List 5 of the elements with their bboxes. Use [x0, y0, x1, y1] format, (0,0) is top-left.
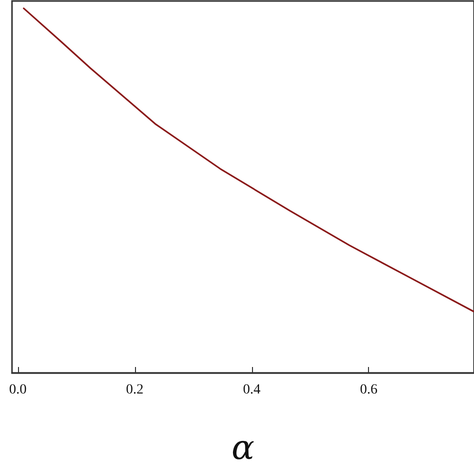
x-tick-label: 0.2 — [126, 382, 144, 398]
x-axis-title: α — [232, 428, 255, 468]
x-tick-label: 0.6 — [360, 382, 378, 398]
x-tick-label: 0.0 — [9, 382, 27, 398]
x-tick-label: 0.4 — [243, 382, 261, 398]
